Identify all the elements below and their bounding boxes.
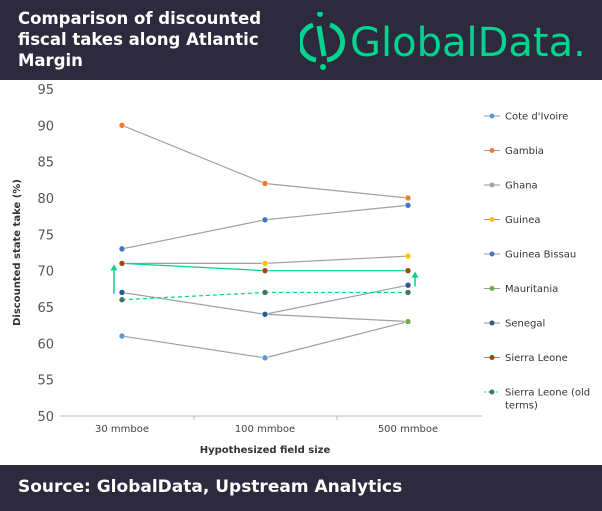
chart-title: Comparison of discounted fiscal takes al… bbox=[18, 9, 262, 70]
logo-text: GlobalData. bbox=[350, 20, 586, 66]
legend-marker bbox=[489, 389, 495, 395]
data-point bbox=[261, 267, 269, 274]
data-point bbox=[118, 289, 126, 296]
x-tick-label: 500 mmboe bbox=[378, 424, 438, 435]
series-line bbox=[121, 291, 266, 301]
legend-marker bbox=[489, 217, 495, 222]
data-point bbox=[404, 281, 412, 289]
footer-banner: Source: GlobalData, Upstream Analytics bbox=[0, 465, 602, 511]
data-point bbox=[261, 260, 269, 267]
y-tick-label: 70 bbox=[37, 265, 54, 280]
data-point bbox=[261, 289, 269, 296]
legend-label: Senegal bbox=[505, 319, 545, 330]
arrow-head bbox=[110, 264, 118, 271]
line-chart: 50 55 60 65 70 75 80 85 90 95 30 mmboe 100 mmboe 500… bbox=[12, 83, 590, 456]
legend-marker bbox=[489, 320, 495, 326]
y-tick-label: 95 bbox=[37, 83, 54, 98]
legend-label: Guinea Bissau bbox=[505, 250, 576, 261]
arrow-head bbox=[411, 271, 419, 278]
legend-marker bbox=[489, 113, 495, 119]
data-point bbox=[261, 180, 269, 187]
series-line bbox=[121, 335, 266, 359]
legend-marker bbox=[489, 355, 495, 360]
data-point bbox=[118, 122, 126, 129]
series-line bbox=[264, 320, 409, 359]
series-line bbox=[264, 182, 409, 199]
series-line bbox=[121, 219, 266, 250]
legend-marker bbox=[489, 251, 495, 257]
legend-marker bbox=[489, 182, 495, 188]
data-point bbox=[404, 252, 412, 260]
series-line bbox=[264, 284, 409, 315]
series-line bbox=[264, 313, 409, 323]
legend-marker bbox=[489, 286, 495, 291]
y-axis-title: Discounted state take (%) bbox=[12, 179, 23, 326]
data-point bbox=[404, 267, 412, 274]
data-point bbox=[118, 296, 126, 304]
data-point bbox=[261, 354, 269, 362]
y-tick-label: 50 bbox=[37, 410, 54, 425]
y-tick-label: 65 bbox=[37, 301, 54, 316]
series-line bbox=[121, 291, 266, 315]
legend-label: Guinea bbox=[505, 215, 540, 226]
series-line bbox=[121, 262, 266, 272]
legend-label: Sierra Leone (old terms) bbox=[505, 388, 590, 412]
legend-label: Gambia bbox=[505, 146, 544, 157]
data-point bbox=[261, 310, 269, 318]
y-tick-label: 90 bbox=[37, 119, 54, 134]
data-point bbox=[118, 260, 126, 267]
data-point bbox=[404, 194, 412, 202]
legend-label: Ghana bbox=[505, 181, 538, 192]
legend-label: Cote d'Ivoire bbox=[505, 112, 568, 123]
y-tick-label: 60 bbox=[37, 337, 54, 352]
series-line bbox=[121, 124, 266, 185]
data-point bbox=[261, 216, 269, 224]
source-text: Source: GlobalData, Upstream Analytics bbox=[18, 477, 403, 497]
globaldata-logo: GlobalData. bbox=[300, 12, 586, 70]
series-line bbox=[264, 255, 409, 264]
y-tick-label: 80 bbox=[37, 192, 54, 207]
data-point bbox=[118, 245, 126, 253]
x-tick-label: 100 mmboe bbox=[235, 424, 295, 435]
data-point bbox=[404, 289, 412, 296]
data-point bbox=[404, 201, 412, 209]
legend-marker bbox=[489, 148, 495, 153]
header-banner: Comparison of discounted fiscal takes al… bbox=[0, 0, 602, 80]
x-axis-title: Hypothesized field size bbox=[200, 445, 331, 456]
data-point bbox=[404, 318, 412, 325]
series-line bbox=[264, 204, 409, 221]
legend-label: Sierra Leone bbox=[505, 353, 568, 364]
y-tick-label: 75 bbox=[37, 228, 54, 243]
x-tick-label: 30 mmboe bbox=[95, 424, 149, 435]
legend-label: Mauritania bbox=[505, 284, 558, 295]
data-point bbox=[118, 332, 126, 340]
y-tick-label: 85 bbox=[37, 156, 54, 171]
y-tick-label: 55 bbox=[37, 374, 54, 389]
